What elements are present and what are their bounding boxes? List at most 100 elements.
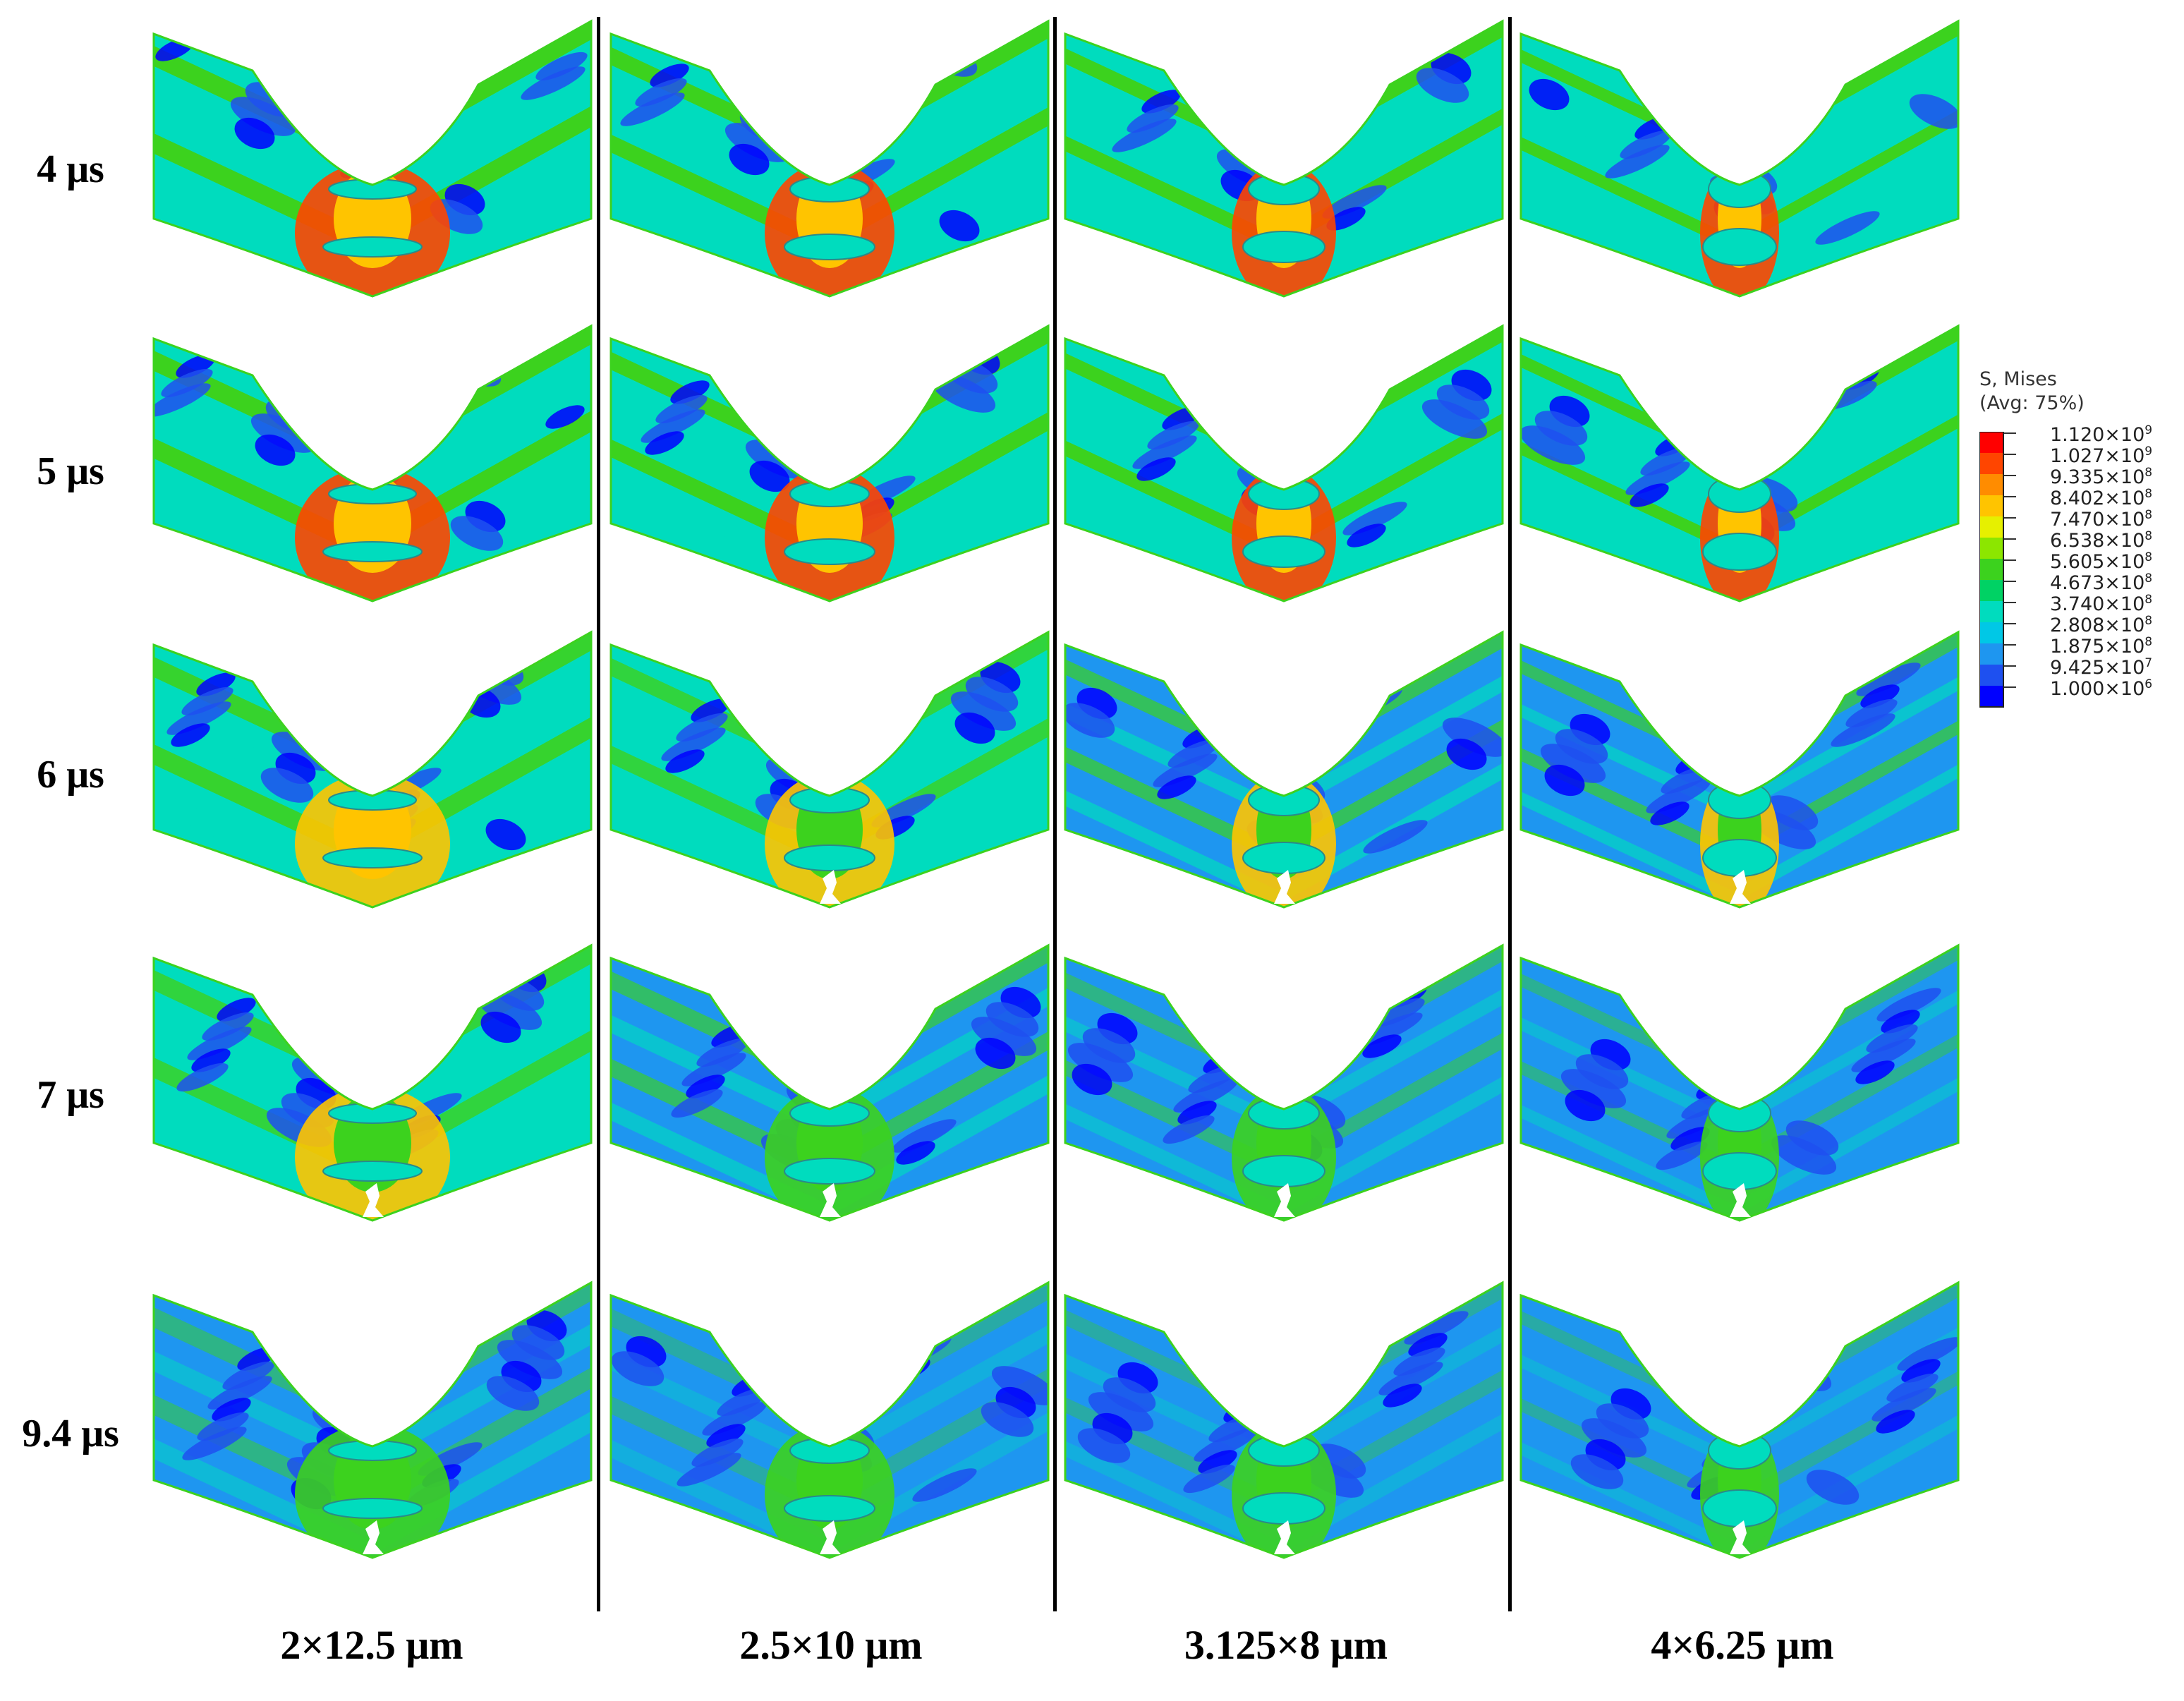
fiber-void	[1248, 1097, 1320, 1130]
fiber-void	[328, 1103, 417, 1124]
beam-outline	[1519, 324, 1960, 603]
low-stress-patch	[1831, 713, 1895, 747]
low-stress-patch	[655, 394, 708, 424]
row-label-6us: 6 μs	[37, 753, 104, 797]
low-stress-patch	[230, 97, 296, 136]
low-stress-patch	[1287, 1311, 1341, 1346]
fiber-void	[1242, 535, 1325, 568]
legend-value: 5.605×108	[2050, 550, 2152, 573]
contour-panel	[1064, 19, 1504, 298]
contour-panel	[609, 630, 1050, 909]
legend-exponent: 7	[2144, 656, 2153, 670]
low-stress-patch	[645, 431, 684, 455]
column-label-2-5x10um: 2.5×10 μm	[739, 1622, 923, 1668]
low-stress-patch	[1661, 1321, 1726, 1355]
contour-panel	[1064, 324, 1504, 603]
beam-outline	[609, 1281, 1050, 1559]
low-stress-patch	[1132, 435, 1197, 469]
fiber-void	[328, 483, 417, 504]
contour-field	[154, 1283, 591, 1558]
legend-swatch	[1979, 453, 2003, 474]
legend-exponent: 8	[2144, 571, 2153, 586]
low-stress-patch	[1860, 684, 1900, 708]
contour-field	[611, 21, 1048, 296]
crack	[363, 1520, 384, 1554]
low-stress-patch	[1886, 1373, 1939, 1403]
low-stress-patch	[197, 1412, 249, 1441]
contour-field	[1521, 1283, 1958, 1558]
low-stress-patch	[665, 749, 705, 773]
low-stress-patch	[1302, 1295, 1343, 1328]
low-stress-patch	[1876, 988, 1941, 1022]
low-stress-patch	[480, 1011, 521, 1043]
legend-swatch	[1979, 474, 2003, 495]
beam-outline	[152, 19, 593, 298]
contour-panel	[1519, 1281, 1960, 1559]
low-stress-patch	[1147, 420, 1199, 450]
column-label-3-125x8um: 3.125×8 μm	[1184, 1622, 1388, 1668]
contour-panel	[609, 19, 1050, 298]
fiber-void	[789, 176, 870, 202]
contour-panel	[1519, 324, 1960, 603]
beam-outline	[1064, 19, 1504, 298]
fiber-void	[1702, 228, 1777, 266]
low-stress-patch	[1521, 425, 1586, 465]
low-stress-patch	[954, 712, 995, 744]
low-stress-patch	[1650, 801, 1689, 825]
legend-title: S, Mises	[1979, 368, 2057, 390]
low-stress-patch	[1373, 998, 1425, 1027]
low-stress-patch	[681, 1053, 746, 1086]
low-stress-patch	[1267, 962, 1321, 997]
low-stress-patch	[535, 52, 588, 81]
crack	[1274, 1183, 1295, 1217]
low-stress-patch	[650, 63, 689, 87]
low-stress-patch	[1273, 1326, 1339, 1365]
low-stress-patch	[896, 1141, 935, 1165]
low-stress-patch	[1806, 1470, 1860, 1505]
low-stress-patch	[336, 133, 401, 167]
low-stress-patch	[1153, 753, 1218, 787]
fiber-void	[784, 234, 875, 260]
low-stress-patch	[1670, 1127, 1710, 1151]
low-stress-patch	[686, 1075, 725, 1098]
low-stress-patch	[171, 723, 210, 747]
legend-swatch	[1979, 432, 2003, 453]
low-stress-patch	[376, 982, 415, 1006]
low-stress-patch	[950, 691, 1017, 731]
legend-value: 1.000×106	[2050, 677, 2152, 700]
legend-mantissa: 1.875×10	[2050, 636, 2145, 658]
low-stress-patch	[1881, 1010, 1920, 1034]
contour-field	[1065, 945, 1503, 1221]
legend-exponent: 9	[2144, 423, 2153, 437]
crack	[1730, 870, 1751, 904]
beam-outline	[609, 324, 1050, 603]
low-stress-patch	[497, 1340, 563, 1379]
low-stress-patch	[1163, 1115, 1215, 1144]
low-stress-patch	[1630, 483, 1669, 507]
low-stress-patch	[1656, 1141, 1708, 1170]
low-stress-patch	[1194, 1428, 1258, 1462]
low-stress-patch	[222, 1361, 274, 1391]
contour-field	[154, 945, 591, 1221]
contour-field	[1065, 1283, 1503, 1558]
low-stress-patch	[396, 1331, 436, 1355]
low-stress-patch	[250, 413, 317, 453]
low-stress-patch	[1856, 662, 1921, 696]
legend-value: 1.120×109	[2050, 423, 2152, 446]
legend-swatch	[1979, 538, 2003, 559]
legend-value: 9.335×108	[2050, 466, 2152, 488]
legend-swatch	[1979, 686, 2003, 707]
fiber-void	[1248, 1434, 1320, 1467]
beam-outline	[609, 630, 1050, 909]
low-stress-patch	[1570, 1454, 1624, 1489]
contour-panel	[152, 943, 593, 1222]
column-divider	[1508, 17, 1512, 1611]
low-stress-patch	[1760, 988, 1814, 1023]
low-stress-patch	[981, 1402, 1034, 1437]
fiber-void	[789, 787, 870, 813]
row-label-9-4us: 9.4 μs	[22, 1412, 119, 1455]
low-stress-patch	[1358, 1012, 1423, 1046]
beam-outline	[1519, 943, 1960, 1222]
low-stress-patch	[1393, 1347, 1445, 1376]
fiber-void	[1242, 1492, 1325, 1525]
